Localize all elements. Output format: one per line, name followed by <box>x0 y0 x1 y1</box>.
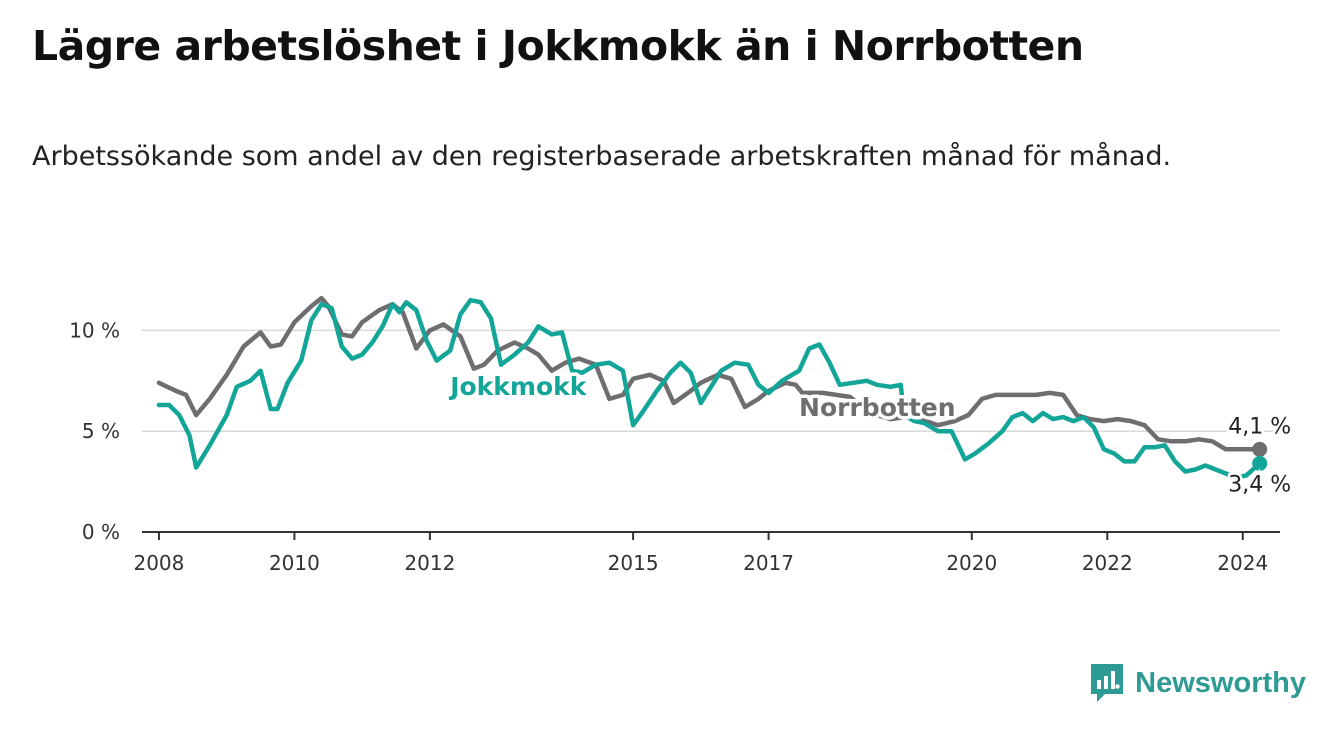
newsworthy-logo-icon <box>1091 664 1124 702</box>
series-label-jokkmokk: Jokkmokk <box>448 372 588 401</box>
y-tick-label: 0 % <box>82 520 120 544</box>
end-value-label-jokkmokk: 3,4 % <box>1228 472 1291 497</box>
x-tick-label: 2017 <box>743 551 794 575</box>
series-line-jokkmokk <box>156 297 1262 480</box>
x-tick-label: 2008 <box>133 551 184 575</box>
brand-name: Newsworthy <box>1135 666 1306 699</box>
series-endpoint-norrbotten <box>1252 441 1268 457</box>
y-axis-ticks: 0 % 5 % 10 % <box>69 318 120 544</box>
series-labels: Norrbotten 4,1 % Jokkmokk 3,4 % <box>445 368 1294 500</box>
y-tick-label: 10 % <box>69 318 120 342</box>
y-tick-label: 5 % <box>82 419 120 443</box>
x-axis: 2008 2010 2012 2015 2017 2020 2022 2024 <box>133 531 1280 575</box>
grid-lines <box>142 329 1280 432</box>
x-tick-label: 2010 <box>269 551 320 575</box>
chart-title: Lägre arbetslöshet i Jokkmokk än i Norrb… <box>32 22 1084 70</box>
x-tick-label: 2020 <box>946 551 997 575</box>
series-label-norrbotten: Norrbotten <box>799 393 955 422</box>
x-tick-label: 2022 <box>1082 551 1133 575</box>
end-value-label-norrbotten: 4,1 % <box>1228 414 1291 439</box>
x-tick-label: 2015 <box>608 551 659 575</box>
series-lines <box>156 295 1268 480</box>
x-tick-label: 2024 <box>1217 551 1268 575</box>
x-tick-label: 2012 <box>404 551 455 575</box>
series-endpoint-jokkmokk <box>1252 455 1268 471</box>
brand-logo[interactable]: Newsworthy <box>1089 662 1306 704</box>
chart-subtitle: Arbetssökande som andel av den registerb… <box>32 141 1172 172</box>
